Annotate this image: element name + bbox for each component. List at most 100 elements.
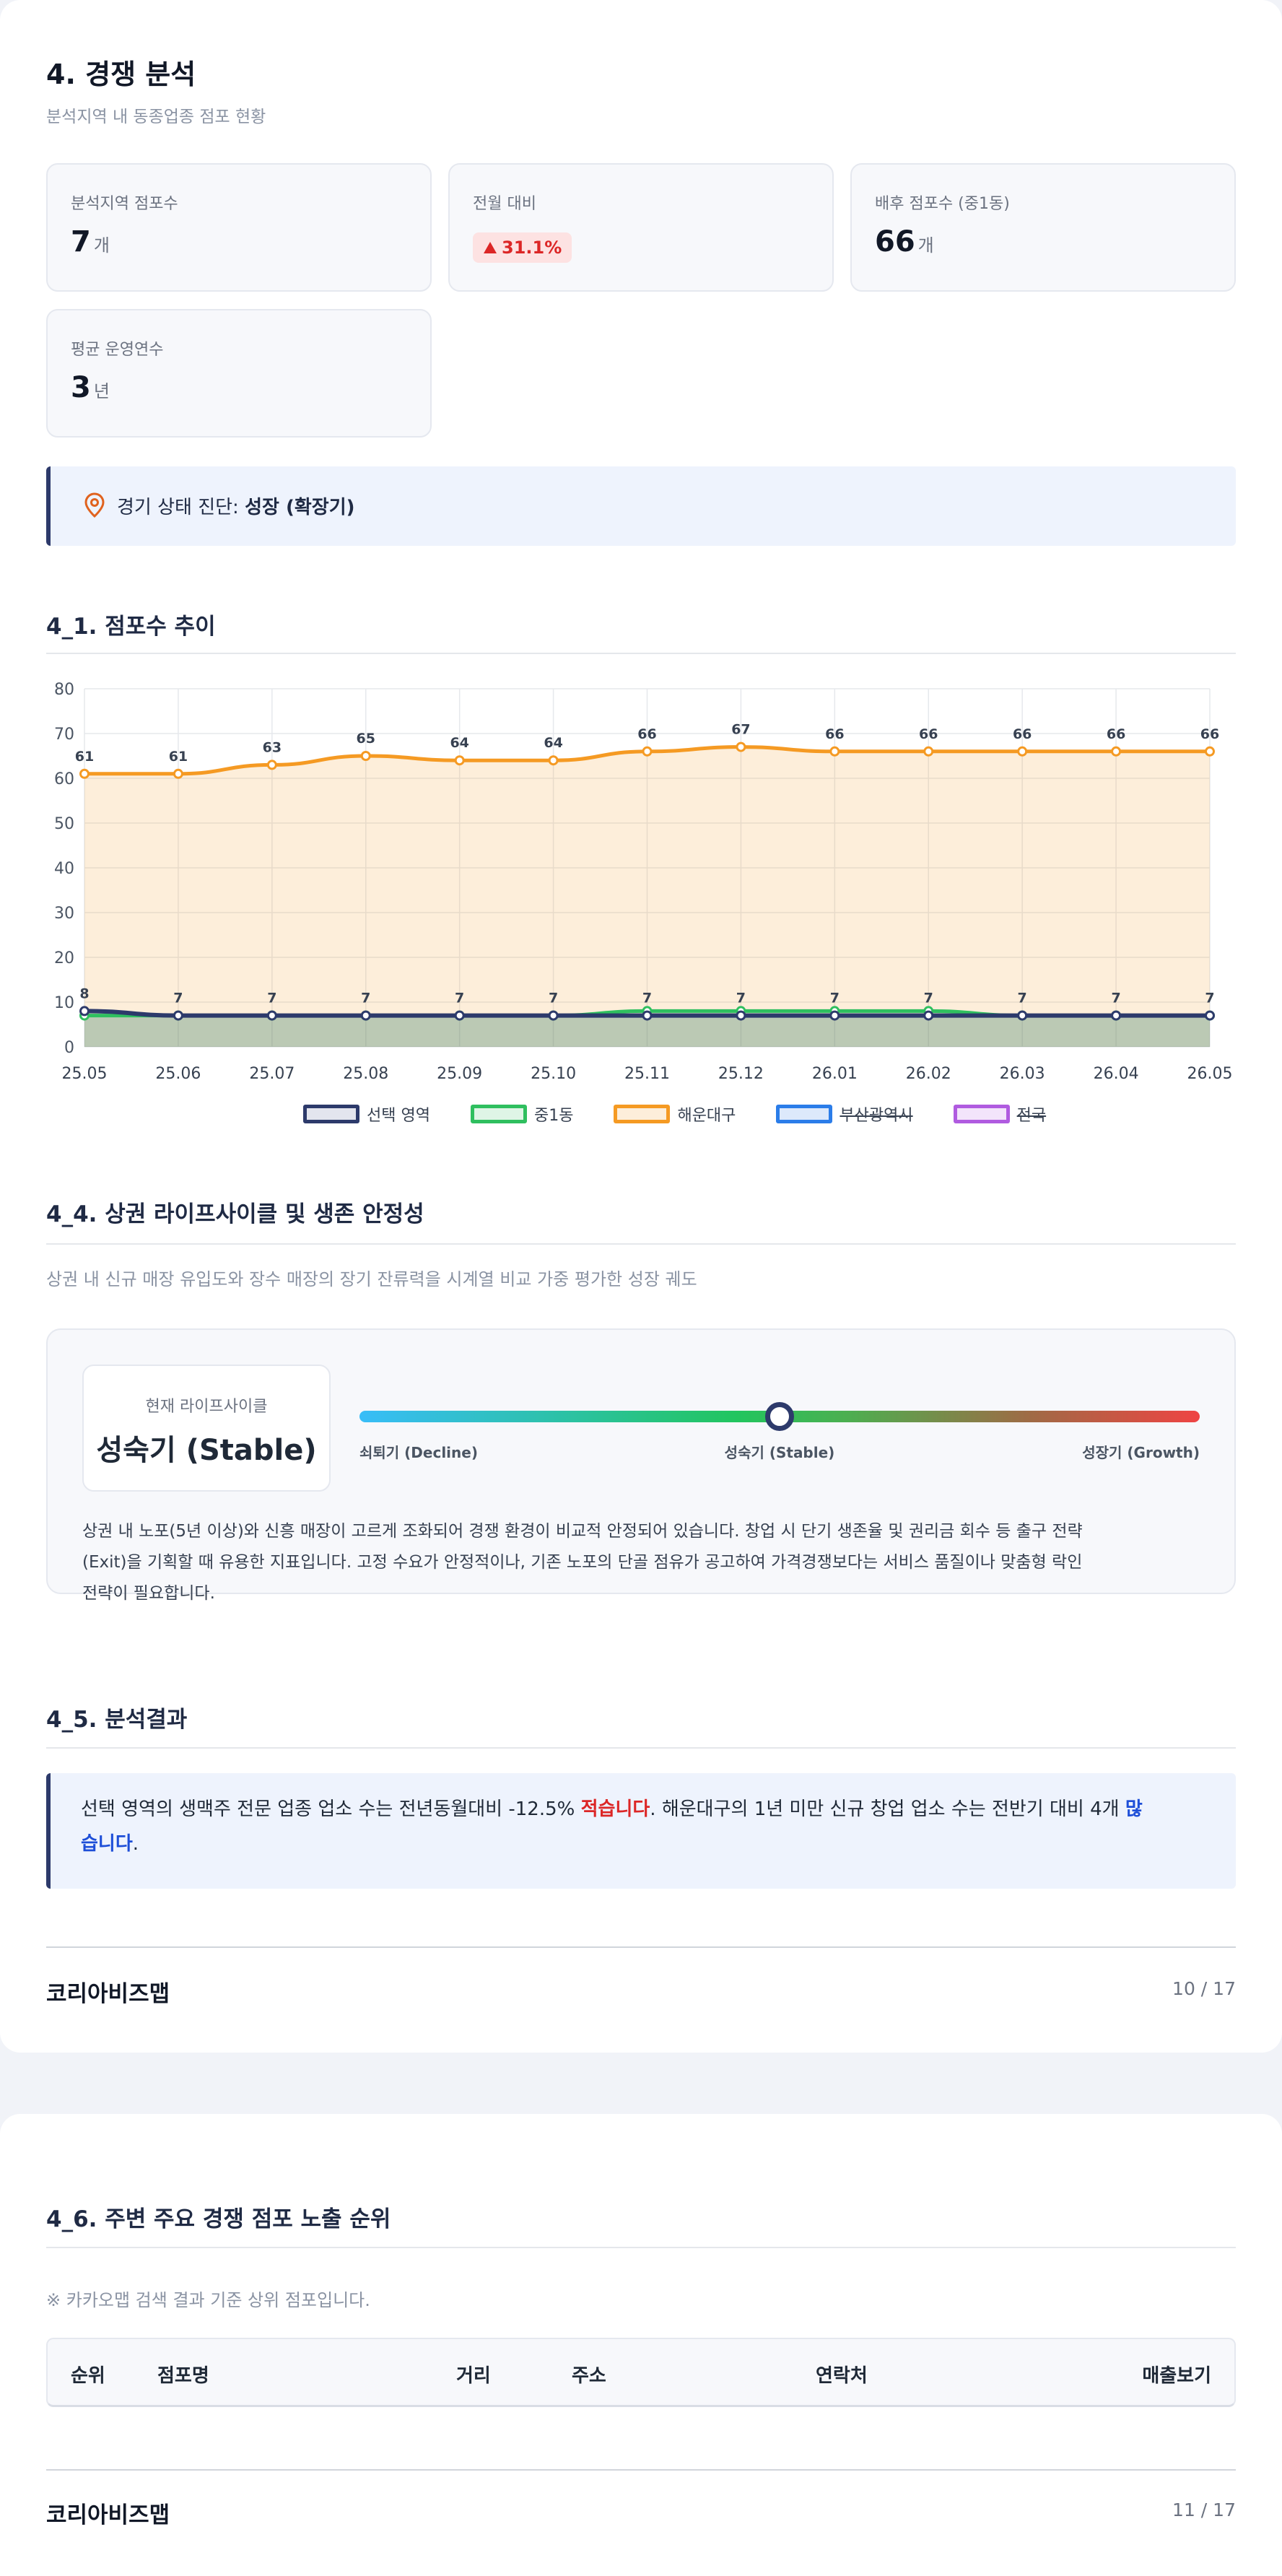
x-tick-label: 26.02 [906, 1065, 951, 1083]
legend-item-busan[interactable]: 부산광역시 [776, 1102, 913, 1126]
data-label: 61 [75, 749, 94, 765]
legend-item-selected[interactable]: 선택 영역 [303, 1102, 430, 1126]
footer-brand: 코리아비즈맵 [46, 2502, 170, 2528]
data-label: 7 [173, 991, 183, 1006]
footer-page-number: 11 / 17 [1172, 2499, 1236, 2520]
data-point [360, 1010, 371, 1021]
legend-label: 전국 [1016, 1107, 1047, 1125]
data-point [829, 746, 840, 757]
change-badge: 31.1% [473, 232, 572, 263]
x-tick-label: 25.06 [155, 1065, 201, 1083]
data-point [1205, 1010, 1215, 1021]
data-point [173, 768, 183, 779]
y-tick-label: 50 [54, 815, 74, 833]
metric-label: 전월 대비 [473, 195, 536, 213]
data-label: 66 [825, 726, 844, 742]
data-point [1205, 746, 1215, 757]
data-label: 7 [1111, 991, 1120, 1006]
data-label: 7 [924, 991, 933, 1006]
y-tick-label: 0 [64, 1039, 74, 1057]
y-tick-label: 30 [54, 905, 74, 923]
metric-label: 배후 점포수 (중1동) [875, 195, 1010, 213]
section-subtitle: 분석지역 내 동종업종 점포 현황 [46, 108, 266, 126]
chart-legend: 선택 영역 중1동 해운대구 부산광역시 전국 [303, 1102, 1046, 1126]
x-tick-label: 25.05 [62, 1065, 108, 1083]
data-point [454, 1010, 465, 1021]
result-title: 4_5. 분석결과 [46, 1707, 188, 1733]
y-tick-label: 20 [54, 949, 74, 967]
store-count-trend-chart: 0 10 20 30 40 50 60 70 80 25.05 25.06 25.07 25.08 25.… [54, 681, 1233, 1083]
data-point [1017, 1010, 1028, 1021]
metric-label: 평균 운영연수 [71, 341, 164, 359]
column-header-address: 주소 [572, 2365, 606, 2387]
data-point [642, 1010, 653, 1021]
y-tick-label: 60 [54, 770, 74, 788]
lifecycle-card: 현재 라이프사이클 성숙기 (Stable) 쇠퇴기 (Decline) 성숙기… [46, 1328, 1236, 1603]
column-header-contact: 연락처 [816, 2365, 868, 2387]
y-tick-label: 40 [54, 860, 74, 878]
x-tick-label: 26.05 [1187, 1065, 1233, 1083]
legend-swatch [470, 1105, 527, 1123]
data-point [736, 1010, 746, 1021]
data-label: 7 [736, 991, 746, 1006]
data-point [173, 1010, 183, 1021]
data-point [266, 1010, 277, 1021]
data-point [1111, 746, 1122, 757]
column-header-sales: 매출보기 [1142, 2365, 1211, 2387]
data-label: 64 [544, 735, 562, 751]
data-label: 67 [731, 722, 750, 738]
report-page-11: 4_6. 주변 주요 경쟁 점포 노출 순위 ※ 카카오맵 검색 결과 기준 상… [0, 2114, 1282, 2576]
data-label: 7 [1018, 991, 1027, 1006]
data-point [79, 1006, 90, 1017]
legend-swatch [303, 1105, 359, 1123]
data-label: 7 [455, 991, 464, 1006]
y-tick-label: 10 [54, 994, 74, 1012]
data-label: 66 [1013, 726, 1032, 742]
legend-swatch [953, 1105, 1010, 1123]
trend-title: 4_1. 점포수 추이 [46, 614, 216, 640]
divider [46, 1747, 1236, 1749]
x-tick-label: 25.11 [624, 1065, 670, 1083]
data-point [1111, 1010, 1122, 1021]
y-tick-label: 70 [54, 726, 74, 744]
data-label: 65 [357, 731, 375, 747]
data-label: 7 [1205, 991, 1214, 1006]
metric-card-mom: 전월 대비 31.1% [448, 163, 834, 292]
data-point [923, 746, 934, 757]
series-area-2 [84, 747, 1210, 1047]
data-label: 7 [549, 991, 558, 1006]
result-callout: 선택 영역의 생맥주 전문 업종 업소 수는 전년동월대비 -12.5% 적습니… [46, 1773, 1236, 1889]
diagnosis-callout: 경기 상태 진단: 성장 (확장기) [46, 466, 1236, 546]
data-point [79, 768, 90, 779]
data-point [923, 1010, 934, 1021]
footer-divider [46, 1946, 1236, 1948]
legend-label: 선택 영역 [367, 1107, 430, 1125]
data-label: 7 [267, 991, 276, 1006]
column-header-distance: 거리 [456, 2365, 491, 2387]
gauge-label-growth: 성장기 (Growth) [1082, 1444, 1200, 1461]
legend-item-jung1dong[interactable]: 중1동 [470, 1102, 573, 1126]
footer-divider [46, 2469, 1236, 2471]
legend-item-national[interactable]: 전국 [953, 1102, 1047, 1126]
data-label: 66 [1107, 726, 1125, 742]
x-tick-label: 25.07 [249, 1065, 295, 1083]
x-tick-label: 25.12 [718, 1065, 764, 1083]
divider [46, 1243, 1236, 1245]
column-header-store: 점포명 [157, 2365, 209, 2387]
legend-swatch [614, 1105, 671, 1123]
metric-label: 분석지역 점포수 [71, 195, 178, 213]
legend-item-haeundae[interactable]: 해운대구 [614, 1102, 736, 1126]
x-tick-label: 26.04 [1094, 1065, 1139, 1083]
column-header-rank: 순위 [71, 2365, 105, 2387]
data-label: 7 [642, 991, 652, 1006]
legend-label: 부산광역시 [840, 1107, 913, 1125]
current-lifecycle-box: 현재 라이프사이클 성숙기 (Stable) [82, 1365, 331, 1492]
data-label: 8 [79, 985, 89, 1001]
data-label: 66 [1200, 726, 1219, 742]
divider [46, 653, 1236, 654]
